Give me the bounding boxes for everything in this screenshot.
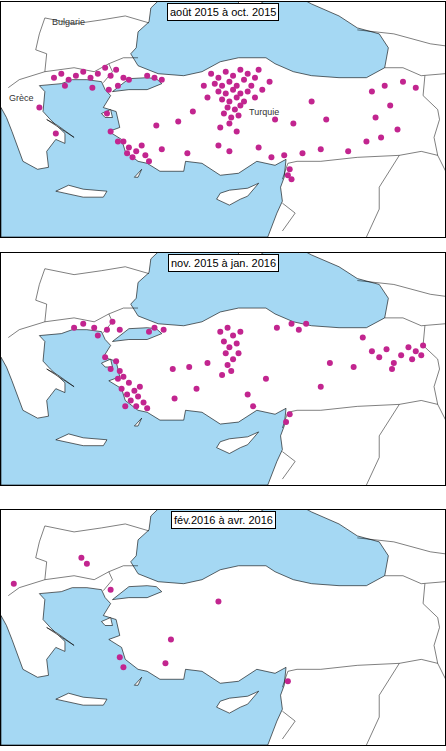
svg-text:fév.2016 à avr. 2016: fév.2016 à avr. 2016 (174, 514, 273, 526)
svg-text:Bulgarie: Bulgarie (52, 17, 85, 27)
svg-text:Grèce: Grèce (9, 93, 34, 103)
svg-text:Turquie: Turquie (249, 107, 279, 117)
svg-text:nov. 2015 à jan. 2016: nov. 2015 à jan. 2016 (171, 257, 276, 269)
svg-text:août 2015 à oct. 2015: août 2015 à oct. 2015 (170, 6, 276, 18)
